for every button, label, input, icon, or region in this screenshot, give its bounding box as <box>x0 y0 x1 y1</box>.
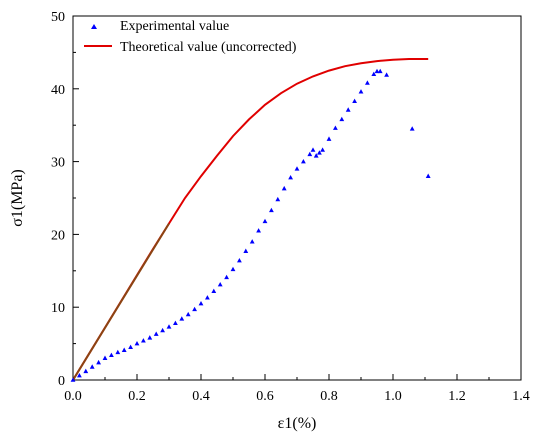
experimental-point <box>307 151 313 157</box>
legend: Experimental value Theoretical value (un… <box>84 19 297 55</box>
experimental-point <box>147 335 153 340</box>
experimental-point <box>166 324 172 329</box>
experimental-point <box>109 352 114 358</box>
y-tick-label: 20 <box>51 228 65 243</box>
experimental-point <box>358 89 364 94</box>
legend-label-theoretical: Theoretical value (uncorrected) <box>120 40 297 55</box>
experimental-point <box>121 347 127 352</box>
experimental-point <box>83 368 89 374</box>
experimental-point <box>173 320 178 326</box>
experimental-point <box>326 136 332 141</box>
experimental-point <box>313 153 319 158</box>
experimental-point <box>230 266 236 272</box>
experimental-point <box>294 166 300 171</box>
experimental-point <box>70 377 76 382</box>
axes-layer: 0.0 0.2 0.4 0.6 0.8 1.0 1.2 1.4 0 10 20 30 40 50 <box>51 10 530 404</box>
experimental-point <box>179 316 185 321</box>
y-tick-label: 30 <box>51 156 65 171</box>
x-tick-label: 1.2 <box>448 389 466 404</box>
experimental-point <box>224 274 229 280</box>
y-axis-title: σ1(MPa) <box>9 169 26 227</box>
legend-label-experimental: Experimental value <box>120 19 229 34</box>
experimental-point <box>352 98 357 103</box>
experimental-point <box>134 341 140 346</box>
x-tick-label: 0.0 <box>64 389 82 404</box>
experimental-point <box>317 150 322 155</box>
experimental-point <box>205 295 210 300</box>
experimental-point <box>275 196 281 202</box>
experimental-point <box>377 68 383 74</box>
y-tick-label: 0 <box>58 374 65 389</box>
series-line-theoretical <box>72 58 429 381</box>
series-layer <box>70 58 431 382</box>
experimental-point <box>365 80 370 85</box>
experimental-point <box>153 331 159 336</box>
experimental-point <box>310 147 316 152</box>
x-tick-label: 0.2 <box>128 389 146 404</box>
x-tick-label: 0.8 <box>320 389 338 404</box>
experimental-point <box>281 185 287 191</box>
experimental-point <box>217 282 223 287</box>
experimental-point <box>198 300 204 306</box>
experimental-point <box>301 159 306 164</box>
experimental-point <box>102 355 108 360</box>
experimental-point <box>384 72 389 77</box>
experimental-point <box>211 288 217 293</box>
y-tick-label: 10 <box>51 301 65 316</box>
y-tick-label: 50 <box>51 10 65 25</box>
experimental-point <box>333 125 338 130</box>
experimental-point <box>425 173 431 178</box>
x-axis-title: ε1(%) <box>278 415 317 432</box>
series-line-overlay <box>72 222 170 381</box>
experimental-point <box>185 311 191 317</box>
experimental-point <box>262 218 268 224</box>
x-tick-label: 1.0 <box>384 389 402 404</box>
experimental-point <box>141 338 146 343</box>
y-tick-label: 40 <box>51 83 65 98</box>
experimental-point <box>249 239 255 244</box>
experimental-point <box>339 116 345 122</box>
legend-marker-experimental <box>91 24 97 29</box>
experimental-point <box>320 147 325 152</box>
experimental-point <box>89 364 95 369</box>
x-tick-label: 0.6 <box>256 389 274 404</box>
experimental-point <box>256 228 261 233</box>
experimental-point <box>237 258 242 263</box>
x-tick-label: 1.4 <box>512 389 530 404</box>
plot-area <box>72 15 522 381</box>
experimental-point <box>77 373 82 378</box>
experimental-point <box>269 207 274 213</box>
experimental-point <box>288 175 293 180</box>
experimental-point <box>345 107 351 112</box>
experimental-point <box>192 306 197 312</box>
experimental-point <box>115 349 121 355</box>
experimental-point <box>243 248 249 253</box>
experimental-point <box>128 344 133 350</box>
x-tick-label: 0.4 <box>192 389 210 404</box>
experimental-point <box>409 126 415 131</box>
experimental-point <box>160 327 165 333</box>
experimental-point <box>96 359 101 365</box>
experimental-point <box>371 71 377 77</box>
experimental-point <box>374 68 380 74</box>
